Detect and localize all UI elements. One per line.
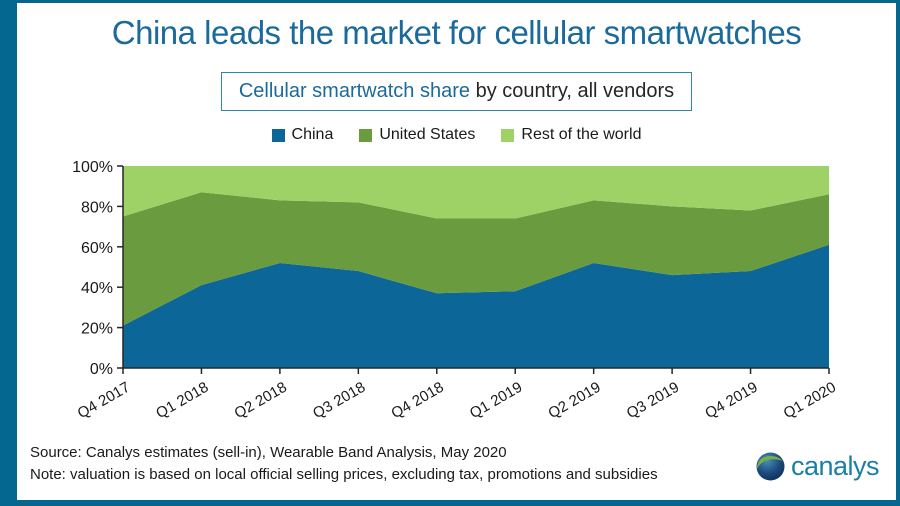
canalys-logo: canalys xyxy=(756,451,880,482)
border-right xyxy=(896,0,900,506)
canalys-globe-icon xyxy=(756,452,785,481)
source-line: Source: Canalys estimates (sell-in), Wea… xyxy=(30,444,507,461)
legend-item-china: China xyxy=(271,126,334,144)
x-tick-label: Q1 2020 xyxy=(781,379,839,422)
border-bottom xyxy=(0,500,900,506)
border-left xyxy=(0,0,17,506)
y-tick-label: 40% xyxy=(81,280,113,297)
y-tick-label: 60% xyxy=(81,240,113,257)
x-tick-label: Q2 2019 xyxy=(545,379,603,422)
y-tick-label: 100% xyxy=(72,159,113,176)
footer-notes: Source: Canalys estimates (sell-in), Wea… xyxy=(30,442,658,486)
area-china xyxy=(123,244,829,368)
legend-item-united-states: United States xyxy=(359,126,475,144)
legend-swatch-icon xyxy=(271,128,285,142)
y-tick-label: 20% xyxy=(81,321,113,338)
note-line: Note: valuation is based on local offici… xyxy=(30,466,658,483)
legend-item-rest-of-the-world: Rest of the world xyxy=(501,126,641,144)
y-tick-label: 0% xyxy=(90,361,113,378)
legend-swatch-icon xyxy=(359,128,373,142)
x-tick-label: Q1 2019 xyxy=(467,379,525,422)
logo-wordmark: canalys xyxy=(790,451,880,481)
x-tick-label: Q4 2019 xyxy=(702,379,760,422)
subtitle-row: Cellular smartwatch share by country, al… xyxy=(17,72,896,111)
x-tick-label: Q4 2018 xyxy=(388,379,446,422)
legend-label: Rest of the world xyxy=(521,126,642,143)
x-tick-label: Q3 2018 xyxy=(310,379,368,422)
area-united-states xyxy=(123,192,829,326)
x-tick-label: Q3 2019 xyxy=(624,379,682,422)
legend-swatch-icon xyxy=(501,128,515,142)
chart-canvas: 0% 20% 40% 60% 80% 100% Q4 2017 Q1 2018 Q2 2018 Q… xyxy=(72,159,839,422)
x-tick-label: Q4 2017 xyxy=(75,379,133,422)
page-title: China leads the market for cellular smar… xyxy=(111,14,802,51)
subtitle-rest: by country, all vendors xyxy=(470,80,675,102)
border-top xyxy=(0,0,900,3)
legend-label: China xyxy=(291,126,334,143)
subtitle-highlight: Cellular smartwatch share xyxy=(238,80,471,102)
area-rest-of-the-world xyxy=(123,166,829,219)
chart-legend: China United States Rest of the world xyxy=(17,126,896,144)
chart-subtitle-box: Cellular smartwatch share by country, al… xyxy=(220,72,693,111)
legend-label: United States xyxy=(379,126,476,143)
x-tick-label: Q1 2018 xyxy=(153,379,211,422)
stacked-area-chart: 0% 20% 40% 60% 80% 100% Q4 2017 Q1 2018 Q2 2018 Q… xyxy=(0,150,900,450)
y-tick-label: 80% xyxy=(81,199,113,216)
x-tick-label: Q2 2018 xyxy=(232,379,290,422)
